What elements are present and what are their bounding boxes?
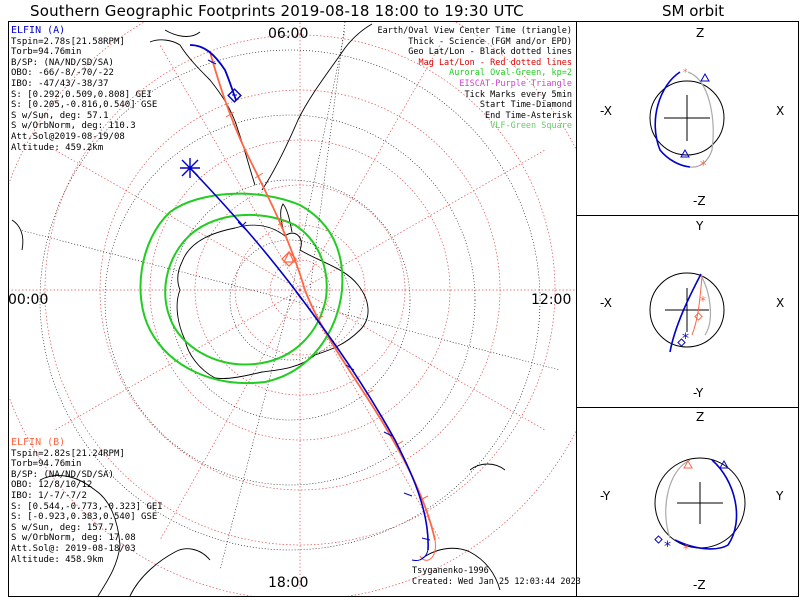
legend-item: End Time-Asterisk: [485, 110, 572, 121]
elfin-b-line: Tspin=2.82s[21.24RPM]: [11, 448, 125, 459]
elfin-a-info: ELFIN (A) Tspin=2.78s[21.58RPM] Torb=94.…: [11, 25, 158, 153]
elfin-a-line: S w/Sun, deg: 57.1: [11, 110, 109, 121]
elfin-b-line: S w/OrbNorm, deg: 17.08: [11, 533, 136, 544]
elfin-b-info: ELFIN (B) Tspin=2.82s[21.24RPM] Torb=94.…: [11, 437, 163, 565]
sm2-left-label: -X: [600, 296, 612, 310]
sm-frame: [576, 21, 799, 597]
legend-item: Thick - Science (FGM and/or EPD): [408, 36, 572, 47]
hour-label-top: 06:00: [268, 26, 309, 42]
elfin-b-name: ELFIN (B): [11, 437, 66, 448]
sm3-right-label: Y: [776, 489, 784, 503]
sm3-top-label: Z: [696, 410, 705, 424]
svg-text:*: *: [683, 542, 689, 556]
elfin-b-line: Torb=94.76min: [11, 459, 82, 470]
sm-panel-1-plot: * *: [649, 68, 725, 174]
svg-text:*: *: [664, 539, 671, 555]
hour-label-bottom: 18:00: [268, 575, 309, 591]
svg-text:*: *: [700, 159, 707, 174]
credit: Tsyganenko-1996 Created: Wed Jan 25 12:0…: [412, 566, 581, 588]
svg-text:*: *: [683, 68, 688, 78]
elfin-b-line: S: [0.544,-0.773,-0.323] GEI: [11, 501, 163, 512]
legend: Earth/Oval View Center Time (triangle) T…: [378, 26, 572, 132]
sm1-bottom-label: -Z: [693, 194, 706, 208]
elfin-b-line: B/SP: (NA/ND/SD/SA): [11, 469, 114, 480]
elfin-b-line: S w/Sun, deg: 157.7: [11, 522, 114, 533]
elfin-b-track: [209, 51, 436, 561]
view-line: [309, 22, 346, 291]
page-title: Southern Geographic Footprints 2019-08-1…: [30, 2, 524, 20]
sm1-top-label: Z: [696, 26, 705, 40]
sm2-bottom-label: -Y: [693, 386, 704, 400]
legend-item: Tick Marks every 5min: [464, 89, 572, 100]
elfin-a-line: Att.Sol@2019-08-19/08: [11, 131, 125, 142]
elfin-a-line: S w/OrbNorm, deg: 110.3: [11, 121, 136, 132]
elfin-b-line: Altitude: 458.9km: [11, 554, 104, 565]
svg-text:*: *: [682, 331, 689, 347]
elfin-b-line: OBO: 12/8/10/12: [11, 480, 93, 491]
elfin-a-line: OBO: -66/-8/-70/-22: [11, 68, 114, 79]
sm3-bottom-label: -Z: [693, 578, 706, 592]
sm1-right-label: X: [776, 104, 785, 118]
elfin-b-line: IBO: 1/-7/-7/2: [11, 490, 87, 501]
auroral-oval: [139, 192, 344, 384]
legend-item: Earth/Oval View Center Time (triangle): [377, 26, 572, 36]
elfin-a-line: B/SP: (NA/ND/SD/SA): [11, 57, 114, 68]
elfin-a-name: ELFIN (A): [11, 25, 66, 36]
created-date: Created: Wed Jan 25 12:03:44 2023: [412, 577, 581, 587]
svg-text:*: *: [700, 294, 706, 308]
hour-label-right: 12:00: [531, 292, 572, 308]
legend-item: Auroral Oval-Green, kp=2: [449, 68, 572, 79]
elfin-b-line: Att.Sol@: 2019-08-18/03: [11, 543, 136, 554]
legend-item: Start Time-Diamond: [479, 100, 572, 111]
elfin-a-line: IBO: -47/43/-38/37: [11, 78, 109, 89]
sm-orbit-title: SM orbit: [662, 2, 725, 20]
sm2-top-label: Y: [696, 219, 704, 233]
hour-label-left: 00:00: [8, 292, 49, 308]
elfin-a-line: Altitude: 459.2km: [11, 142, 104, 153]
elfin-b-line: S: [-0.923,0.383,0.540] GSE: [11, 512, 158, 523]
elfin-a-line: S: [0.292,0.509,0.808] GEI: [11, 89, 152, 100]
mag-grid: [9, 22, 576, 596]
elfin-a-track: [180, 44, 431, 561]
elfin-a-line: Tspin=2.78s[21.58RPM]: [11, 36, 125, 47]
sm1-left-label: -X: [600, 104, 612, 118]
legend-item: VLF-Green Square: [490, 121, 572, 132]
sm-panel-2-plot: * *: [649, 272, 725, 353]
sm2-right-label: X: [776, 296, 785, 310]
elfin-a-line: S: [0.205,-0.816,0.540] GSE: [11, 100, 158, 111]
sm-panel-3-plot: * *: [654, 457, 746, 556]
geo-grid: [19, 29, 561, 571]
model-credit: Tsyganenko-1996: [412, 566, 489, 576]
legend-item: Mag Lat/Lon - Red dotted lines: [418, 57, 572, 68]
legend-item: Geo Lat/Lon - Black dotted lines: [408, 47, 572, 58]
sm3-left-label: -Y: [600, 489, 611, 503]
elfin-a-line: Torb=94.76min: [11, 47, 82, 58]
legend-item: EISCAT-Purple Triangle: [459, 78, 572, 89]
